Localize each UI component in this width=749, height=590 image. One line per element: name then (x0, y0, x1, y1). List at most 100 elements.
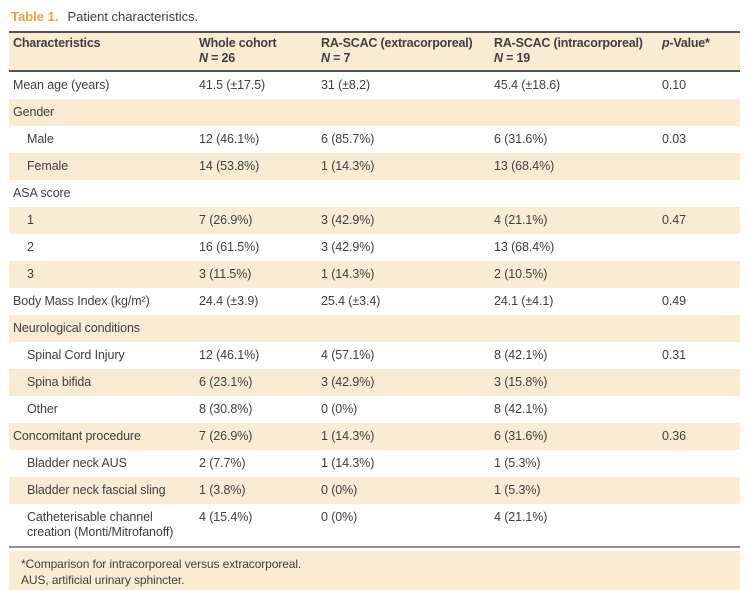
cell-intra: 1 (5.3%) (494, 477, 662, 504)
row-concomitant-procedure: Concomitant procedure 7 (26.9%) 1 (14.3%… (9, 423, 740, 450)
cell-intra: 8 (42.1%) (494, 342, 662, 369)
cell-pvalue: 0.49 (662, 288, 740, 315)
header-rascac-extracorporeal: RA-SCAC (extracorporeal) N = 7 (321, 31, 494, 72)
table-body: Mean age (years) 41.5 (±17.5) 31 (±8.2) … (9, 71, 740, 548)
cell-pvalue: 0.31 (662, 342, 740, 369)
row-label: Bladder neck fascial sling (9, 477, 199, 504)
row-male: Male 12 (46.1%) 6 (85.7%) 6 (31.6%) 0.03 (9, 126, 740, 153)
patient-characteristics-table: Characteristics Whole cohort N = 26 RA-S… (9, 31, 740, 548)
table-number-label: Table 1. (11, 9, 59, 24)
cell-intra: 4 (21.1%) (494, 207, 662, 234)
header-p-value: p-Value* (662, 31, 740, 72)
cell-intra: 6 (31.6%) (494, 126, 662, 153)
row-asa-score-section: ASA score (9, 180, 740, 207)
cell-whole: 24.4 (±3.9) (199, 288, 321, 315)
cell-extra: 25.4 (±3.4) (321, 288, 494, 315)
cell-whole: 8 (30.8%) (199, 396, 321, 423)
row-label: Catheterisable channel creation (Monti/M… (9, 504, 199, 548)
row-spina-bifida: Spina bifida 6 (23.1%) 3 (42.9%) 3 (15.8… (9, 369, 740, 396)
cell-whole: 12 (46.1%) (199, 342, 321, 369)
row-label: ASA score (9, 180, 199, 207)
row-label: Neurological conditions (9, 315, 199, 342)
cell-pvalue (662, 450, 740, 477)
row-spinal-cord-injury: Spinal Cord Injury 12 (46.1%) 4 (57.1%) … (9, 342, 740, 369)
cell-extra: 1 (14.3%) (321, 153, 494, 180)
cell-whole (199, 180, 321, 207)
cell-extra: 31 (±8.2) (321, 71, 494, 99)
cell-intra: 4 (21.1%) (494, 504, 662, 548)
cell-whole: 2 (7.7%) (199, 450, 321, 477)
footnote-abbreviation: AUS, artificial urinary sphincter. (21, 573, 185, 587)
cell-extra: 0 (0%) (321, 396, 494, 423)
cell-extra: 3 (42.9%) (321, 207, 494, 234)
cell-whole (199, 99, 321, 126)
header-row: Characteristics Whole cohort N = 26 RA-S… (9, 31, 740, 72)
row-asa-3: 3 3 (11.5%) 1 (14.3%) 2 (10.5%) (9, 261, 740, 288)
row-bladder-neck-aus: Bladder neck AUS 2 (7.7%) 1 (14.3%) 1 (5… (9, 450, 740, 477)
cell-extra: 4 (57.1%) (321, 342, 494, 369)
cell-whole (199, 315, 321, 342)
row-other-condition: Other 8 (30.8%) 0 (0%) 8 (42.1%) (9, 396, 740, 423)
row-label: Male (9, 126, 199, 153)
header-characteristics: Characteristics (9, 31, 199, 72)
cell-intra: 13 (68.4%) (494, 153, 662, 180)
cell-extra: 6 (85.7%) (321, 126, 494, 153)
cell-whole: 6 (23.1%) (199, 369, 321, 396)
cell-intra (494, 180, 662, 207)
cell-pvalue (662, 261, 740, 288)
cell-extra (321, 180, 494, 207)
cell-pvalue (662, 180, 740, 207)
row-label: Female (9, 153, 199, 180)
cell-pvalue (662, 396, 740, 423)
cell-pvalue: 0.47 (662, 207, 740, 234)
cell-pvalue: 0.36 (662, 423, 740, 450)
cell-pvalue (662, 369, 740, 396)
row-female: Female 14 (53.8%) 1 (14.3%) 13 (68.4%) (9, 153, 740, 180)
cell-extra: 0 (0%) (321, 504, 494, 548)
row-label: 2 (9, 234, 199, 261)
table-footnotes: *Comparison for intracorporeal versus ex… (9, 551, 740, 590)
cell-extra (321, 99, 494, 126)
footnote-comparison: *Comparison for intracorporeal versus ex… (21, 557, 302, 571)
row-label: Gender (9, 99, 199, 126)
cell-intra (494, 99, 662, 126)
cell-whole: 3 (11.5%) (199, 261, 321, 288)
row-label: Other (9, 396, 199, 423)
cell-pvalue (662, 477, 740, 504)
row-label: Bladder neck AUS (9, 450, 199, 477)
header-whole-cohort: Whole cohort N = 26 (199, 31, 321, 72)
cell-intra: 2 (10.5%) (494, 261, 662, 288)
cell-whole: 16 (61.5%) (199, 234, 321, 261)
cell-pvalue (662, 315, 740, 342)
row-bladder-neck-fascial-sling: Bladder neck fascial sling 1 (3.8%) 0 (0… (9, 477, 740, 504)
row-mean-age: Mean age (years) 41.5 (±17.5) 31 (±8.2) … (9, 71, 740, 99)
row-label: Concomitant procedure (9, 423, 199, 450)
cell-pvalue (662, 153, 740, 180)
row-asa-2: 2 16 (61.5%) 3 (42.9%) 13 (68.4%) (9, 234, 740, 261)
cell-whole: 4 (15.4%) (199, 504, 321, 548)
cell-pvalue (662, 504, 740, 548)
table-caption: Table 1. Patient characteristics. (9, 0, 740, 31)
cell-extra (321, 315, 494, 342)
cell-extra: 1 (14.3%) (321, 261, 494, 288)
cell-pvalue: 0.03 (662, 126, 740, 153)
row-label: Mean age (years) (9, 71, 199, 99)
cell-intra: 24.1 (±4.1) (494, 288, 662, 315)
cell-extra: 0 (0%) (321, 477, 494, 504)
cell-intra: 6 (31.6%) (494, 423, 662, 450)
cell-whole: 14 (53.8%) (199, 153, 321, 180)
header-rascac-intracorporeal: RA-SCAC (intracorporeal) N = 19 (494, 31, 662, 72)
cell-extra: 1 (14.3%) (321, 423, 494, 450)
cell-pvalue (662, 99, 740, 126)
cell-whole: 12 (46.1%) (199, 126, 321, 153)
cell-intra: 8 (42.1%) (494, 396, 662, 423)
cell-intra: 3 (15.8%) (494, 369, 662, 396)
cell-intra: 45.4 (±18.6) (494, 71, 662, 99)
row-catheterisable-channel: Catheterisable channel creation (Monti/M… (9, 504, 740, 548)
row-label: 1 (9, 207, 199, 234)
cell-whole: 7 (26.9%) (199, 423, 321, 450)
cell-pvalue (662, 234, 740, 261)
row-label: Body Mass Index (kg/m²) (9, 288, 199, 315)
cell-intra: 13 (68.4%) (494, 234, 662, 261)
